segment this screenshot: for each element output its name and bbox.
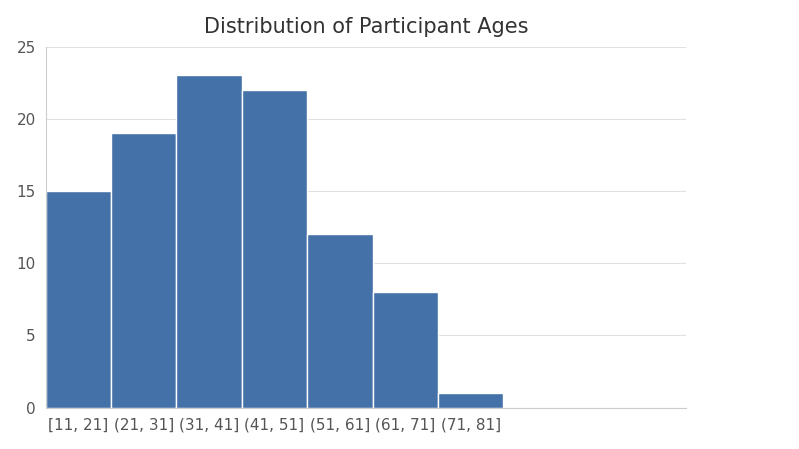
Bar xyxy=(242,90,307,408)
Bar xyxy=(177,75,242,408)
Bar xyxy=(111,133,177,408)
Bar xyxy=(438,393,503,408)
Bar xyxy=(307,234,372,408)
Bar xyxy=(46,191,111,408)
Bar xyxy=(372,292,438,408)
Title: Distribution of Participant Ages: Distribution of Participant Ages xyxy=(204,17,528,37)
